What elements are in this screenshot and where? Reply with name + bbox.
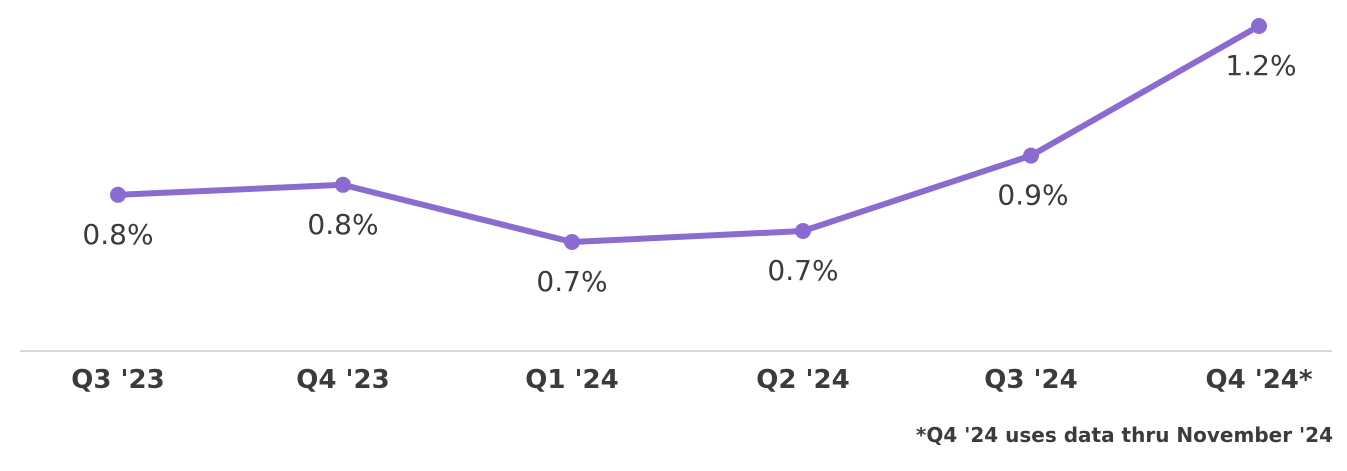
series-layer (110, 18, 1267, 250)
x-tick-label: Q4 '24* (1206, 365, 1313, 395)
data-label: 0.8% (307, 208, 378, 241)
data-label: 0.7% (536, 265, 607, 298)
data-point (1251, 18, 1267, 34)
footnote: *Q4 '24 uses data thru November '24 (915, 423, 1333, 447)
x-tick-label: Q2 '24 (756, 365, 849, 395)
data-label: 1.2% (1225, 49, 1296, 82)
x-tick-label: Q1 '24 (525, 365, 618, 395)
data-point (564, 234, 580, 250)
data-label: 0.7% (767, 254, 838, 287)
x-tick-label: Q3 '24 (984, 365, 1077, 395)
x-tick-layer: Q3 '23 Q4 '23 Q1 '24 Q2 '24 Q3 '24 Q4 '24* (71, 365, 1313, 395)
data-label-layer: 0.8% 0.8% 0.7% 0.7% 0.9% 1.2% (82, 49, 1296, 298)
x-tick-label: Q4 '23 (296, 365, 389, 395)
data-label: 0.9% (997, 179, 1068, 212)
data-point (110, 186, 126, 203)
x-tick-label: Q3 '23 (71, 365, 164, 395)
data-point (1023, 147, 1039, 164)
data-point (335, 176, 351, 193)
series-line (115, 23, 1262, 245)
data-point (795, 223, 811, 239)
data-label: 0.8% (82, 218, 153, 251)
